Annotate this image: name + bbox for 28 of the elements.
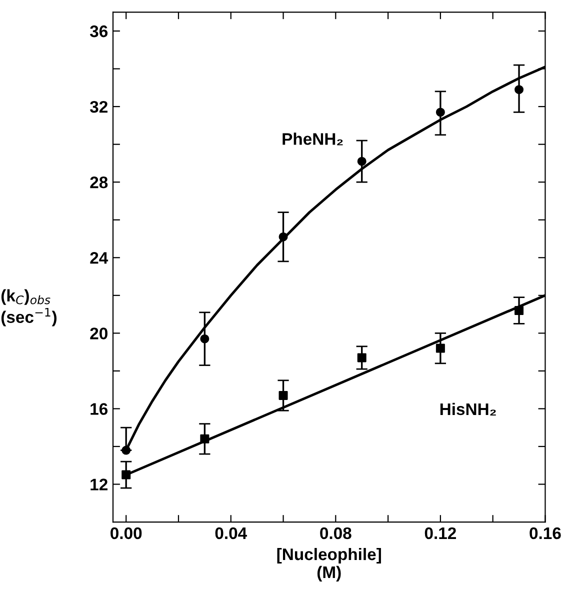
y-tick-label: 12 [90, 478, 108, 490]
y-tick-label: 32 [90, 100, 108, 113]
x-tick-label: 0.00 [110, 527, 142, 540]
point [200, 334, 210, 344]
point [436, 108, 445, 117]
point [122, 446, 131, 455]
x-tick-label: 0.04 [215, 527, 248, 540]
point [357, 353, 366, 362]
annotation: PheNH₂ [282, 132, 343, 146]
y-tick-label: 16 [90, 403, 108, 415]
y-axis-title: (k$_{C}$)$_{obs}$ (sec$^{−1}$) [1, 289, 57, 326]
point [122, 470, 131, 480]
x-axis-title: [Nucleophile] (M) [277, 548, 381, 582]
y-tick-label: 24 [90, 252, 108, 264]
y-tick-label: 28 [90, 176, 108, 188]
x-tick-label: 0.12 [424, 527, 456, 540]
x-tick-label: 0.08 [320, 527, 352, 540]
point [514, 85, 524, 94]
y-tick-label: 20 [90, 328, 108, 340]
point [278, 232, 288, 242]
point [200, 434, 210, 444]
point [436, 344, 445, 353]
point [278, 390, 288, 400]
x-tick-label: 0.16 [530, 527, 561, 540]
point [514, 306, 524, 316]
point [357, 156, 366, 166]
y-tick-label: 36 [90, 25, 108, 38]
annotation: HisNH₂ [440, 402, 496, 416]
